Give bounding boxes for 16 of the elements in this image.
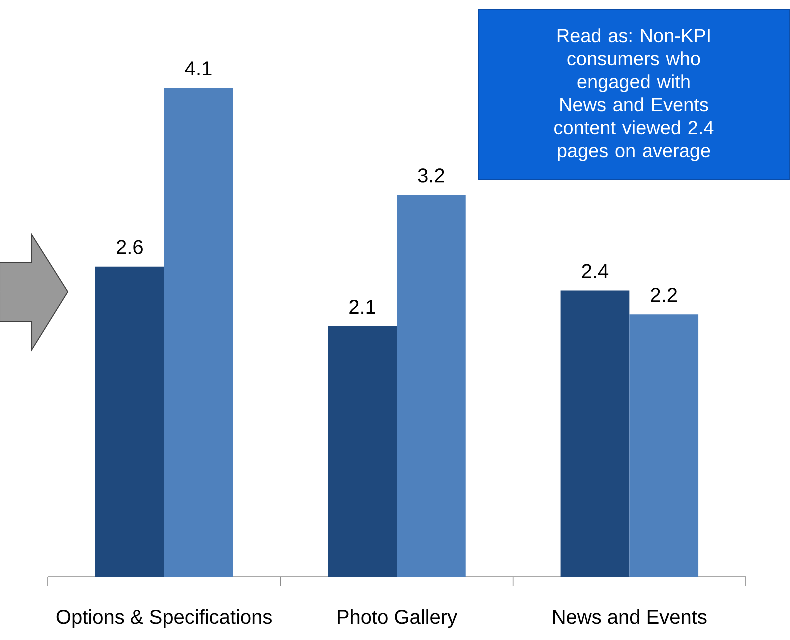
x-tick-label: News and Events — [553, 610, 707, 624]
x-tick-label: Photo Gallery — [338, 610, 458, 628]
bar — [630, 314, 699, 577]
bar — [328, 326, 397, 577]
data-label: 2.1 — [350, 300, 376, 314]
bar — [95, 266, 164, 577]
annotation: Read as: Non-KPI consumers who engaged with News and Events content viewed 2.4 pages on average — [554, 28, 714, 162]
data-label: 2.6 — [117, 240, 143, 254]
data-label: 2.4 — [582, 264, 609, 278]
bar — [560, 290, 630, 577]
data-label: 4.1 — [185, 62, 212, 76]
x-tick-label: Options & Specifications — [56, 610, 272, 628]
bar — [397, 195, 466, 577]
data-label: 3.2 — [418, 168, 444, 183]
bar — [164, 88, 234, 577]
data-label: 2.2 — [651, 288, 677, 302]
